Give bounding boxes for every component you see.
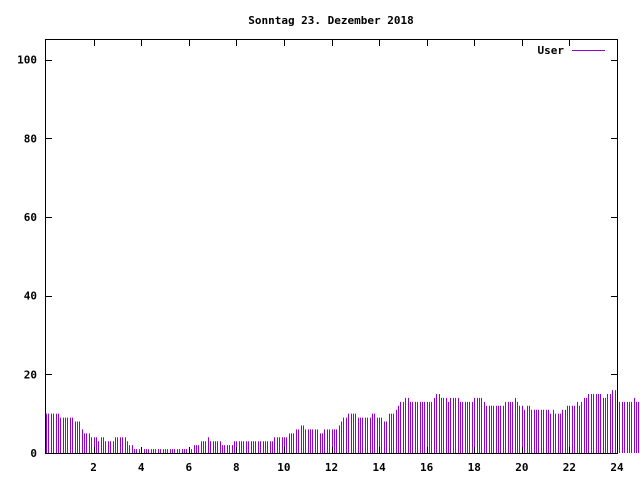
y-tick-label: 80 bbox=[24, 132, 37, 145]
x-tick-label: 24 bbox=[610, 461, 624, 474]
x-tick-label: 18 bbox=[468, 461, 481, 474]
x-tick-label: 10 bbox=[277, 461, 290, 474]
x-tick-label: 20 bbox=[515, 461, 528, 474]
chart-title: Sonntag 23. Dezember 2018 bbox=[248, 14, 414, 27]
y-tick-label: 40 bbox=[24, 290, 37, 303]
x-tick-label: 6 bbox=[185, 461, 192, 474]
x-tick-label: 22 bbox=[563, 461, 576, 474]
plot-frame bbox=[45, 39, 618, 454]
x-tick-label: 2 bbox=[90, 461, 97, 474]
y-tick-label: 100 bbox=[17, 54, 37, 67]
user-series-bars bbox=[46, 390, 639, 453]
x-tick-label: 4 bbox=[138, 461, 145, 474]
x-tick-label: 12 bbox=[325, 461, 338, 474]
legend: User bbox=[538, 44, 605, 57]
y-tick-label: 60 bbox=[24, 211, 37, 224]
x-tick-label: 8 bbox=[233, 461, 240, 474]
legend-label-user: User bbox=[538, 44, 565, 57]
x-tick-label: 16 bbox=[420, 461, 434, 474]
y-axis-tick-labels: 0 20 40 60 80 100 bbox=[17, 54, 37, 460]
y-tick-label: 0 bbox=[30, 447, 37, 460]
y-tick-label: 20 bbox=[24, 368, 37, 381]
x-axis-tick-labels: 2 4 6 8 10 12 14 16 18 20 22 24 bbox=[90, 461, 624, 474]
x-tick-label: 14 bbox=[372, 461, 386, 474]
